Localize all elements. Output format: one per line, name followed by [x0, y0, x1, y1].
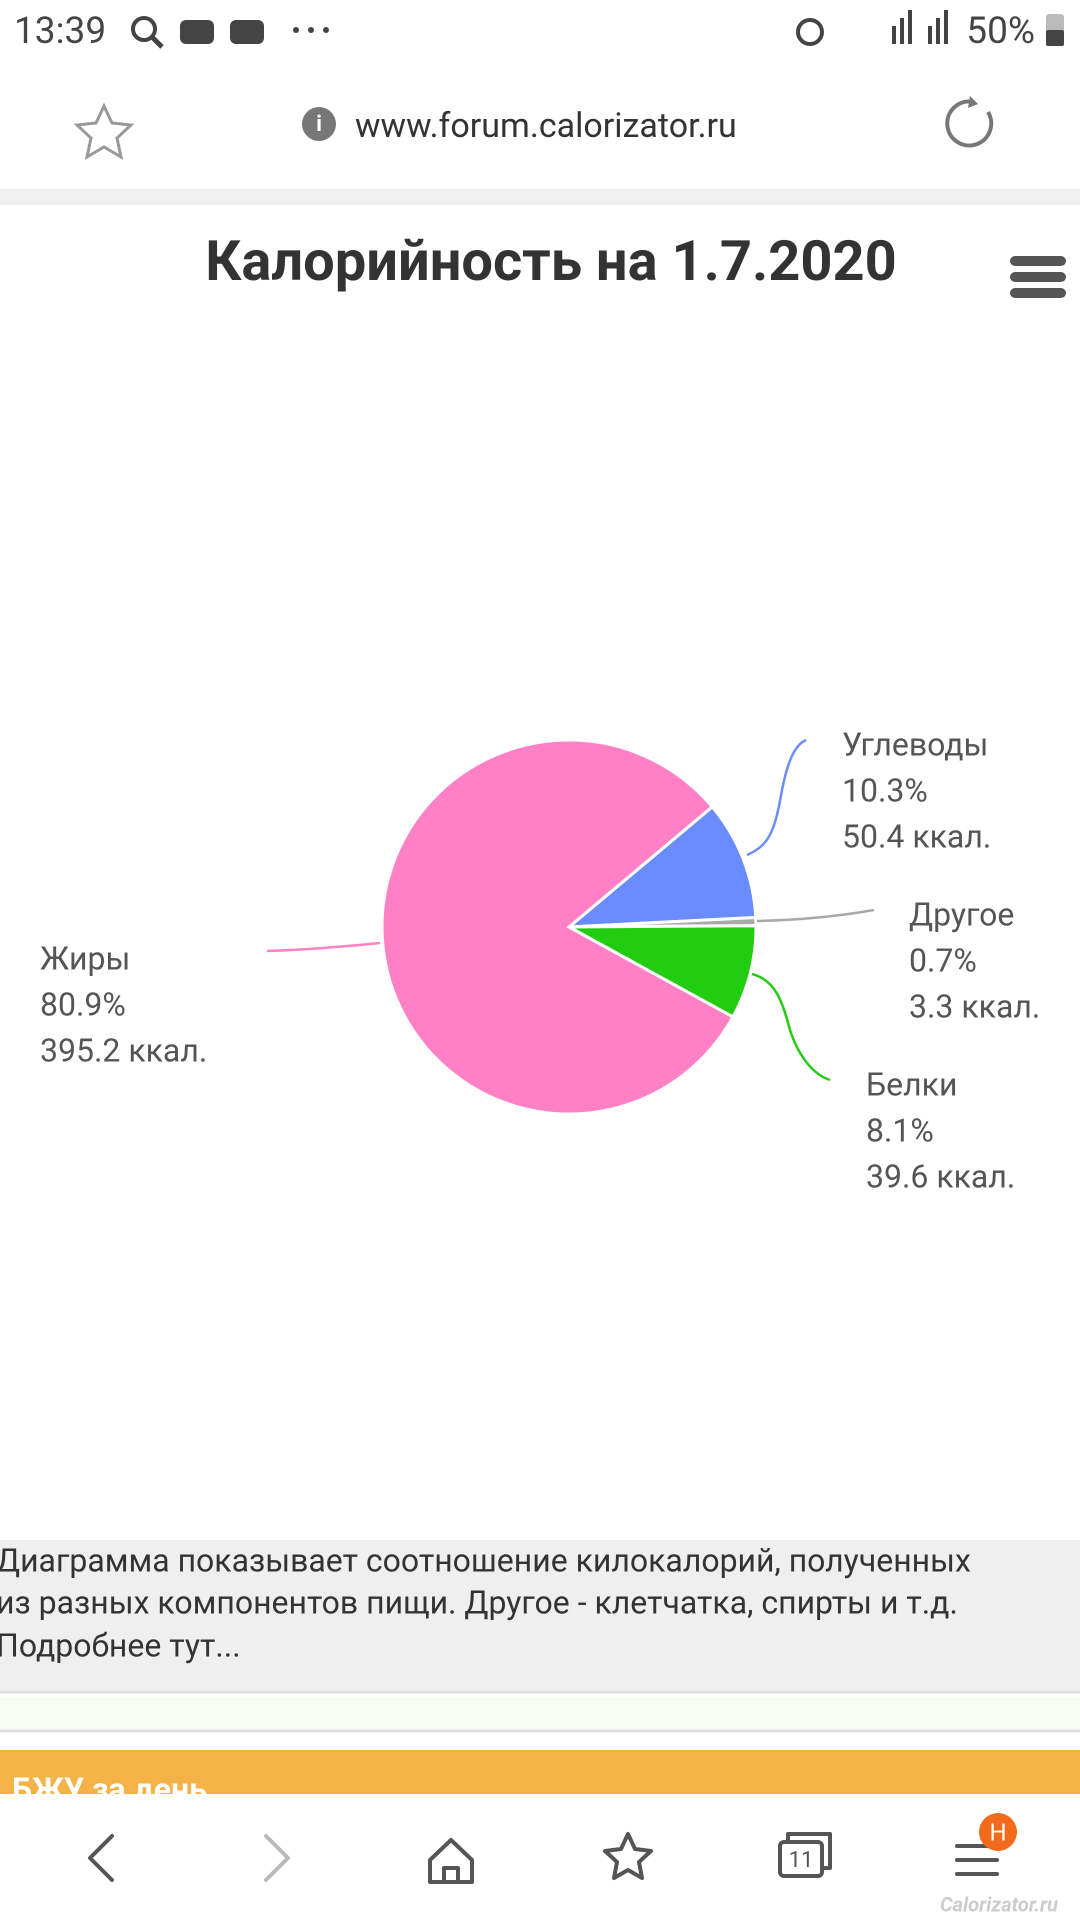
nav-tabs-back [786, 1832, 832, 1870]
badge-text: H [989, 1818, 1006, 1846]
status-time: 13:39 [14, 10, 106, 53]
reload[interactable] [945, 99, 994, 148]
caption-line: Диаграмма показывает соотношение килокал… [0, 1541, 971, 1579]
nav-tabs[interactable] [778, 1840, 824, 1878]
slice-kcal: 395.2 ккал. [40, 1031, 207, 1069]
label-connector [266, 941, 381, 953]
nav-bar [0, 1794, 1080, 1920]
chart-title: Калорийность на 1.7.2020 [205, 228, 897, 294]
nav-forward[interactable] [264, 1834, 290, 1882]
watermark: Calorizator.ru [940, 1892, 1058, 1916]
section-header-bg [0, 1750, 1080, 1800]
slice-percent: 0.7% [909, 941, 977, 979]
slice-label: Другое [909, 895, 1014, 933]
reload-arrow [968, 96, 978, 108]
badge [979, 1813, 1017, 1851]
slice-percent: 8.1% [866, 1111, 934, 1149]
slice-label: Углеводы [842, 725, 988, 763]
pie-slice [564, 804, 758, 929]
pie: Углеводы 10.3% 50.4 ккал. Другое 0.7% 3.3 кка… [40, 725, 1040, 1195]
strip [0, 1697, 1080, 1729]
label-connector [756, 908, 875, 923]
slice-percent: 80.9% [40, 985, 126, 1023]
separator [0, 189, 1080, 205]
nav-home[interactable] [428, 1838, 474, 1884]
slice-kcal: 39.6 ккал. [866, 1157, 1015, 1195]
bookmark-star[interactable] [73, 102, 135, 161]
slice-kcal: 50.4 ккал. [842, 817, 991, 855]
site-info-i: i [316, 112, 322, 137]
status-icons [131, 10, 1064, 49]
slice-percent: 10.3% [842, 771, 928, 809]
slice-kcal: 3.3 ккал. [909, 987, 1040, 1025]
label-connector [746, 738, 807, 857]
caption-line: из разных компонентов пищи. Другое - кле… [0, 1583, 958, 1621]
tab-count: 11 [789, 1848, 814, 1873]
chart-menu[interactable] [1010, 256, 1066, 298]
slice-label: Жиры [40, 939, 130, 977]
url[interactable]: www.forum.calorizator.ru [355, 106, 737, 146]
label-connector [751, 972, 831, 1082]
slice-label: Белки [866, 1065, 957, 1103]
pie-slice [563, 924, 758, 1020]
caption-link[interactable]: Подробнее тут... [0, 1626, 241, 1664]
nav-bookmarks[interactable] [603, 1832, 653, 1880]
status-battery: 50% [966, 10, 1035, 53]
nav-back[interactable] [88, 1834, 114, 1882]
site-info[interactable] [302, 107, 336, 141]
pie-slice [380, 738, 735, 1116]
caption-box [0, 1540, 1080, 1690]
